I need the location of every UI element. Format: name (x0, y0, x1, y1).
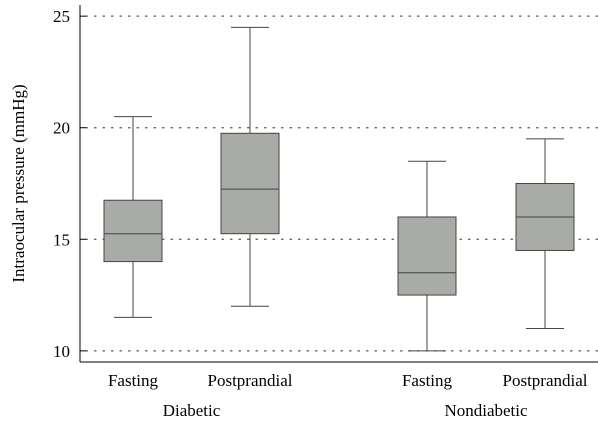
y-tick-label: 15 (53, 230, 70, 249)
x-category-label: Postprandial (503, 371, 588, 390)
y-axis-title: Intraocular pressure (mmHg) (9, 84, 28, 282)
boxes (103, 26, 575, 352)
x-group-label: Diabetic (163, 401, 221, 420)
nondiabetic-fasting-box (397, 216, 457, 296)
diabetic-postprandial-box (220, 132, 280, 235)
gridlines (85, 15, 598, 352)
axes (79, 5, 598, 363)
y-tick-label: 20 (53, 119, 70, 138)
x-category-label: Postprandial (208, 371, 293, 390)
diabetic-fasting-box (103, 199, 163, 263)
y-tick-label: 10 (53, 342, 70, 361)
x-category-label: Fasting (402, 371, 453, 390)
x-group-label: Nondiabetic (444, 401, 528, 420)
x-category-label: Fasting (108, 371, 159, 390)
y-tick-label: 25 (53, 7, 70, 26)
